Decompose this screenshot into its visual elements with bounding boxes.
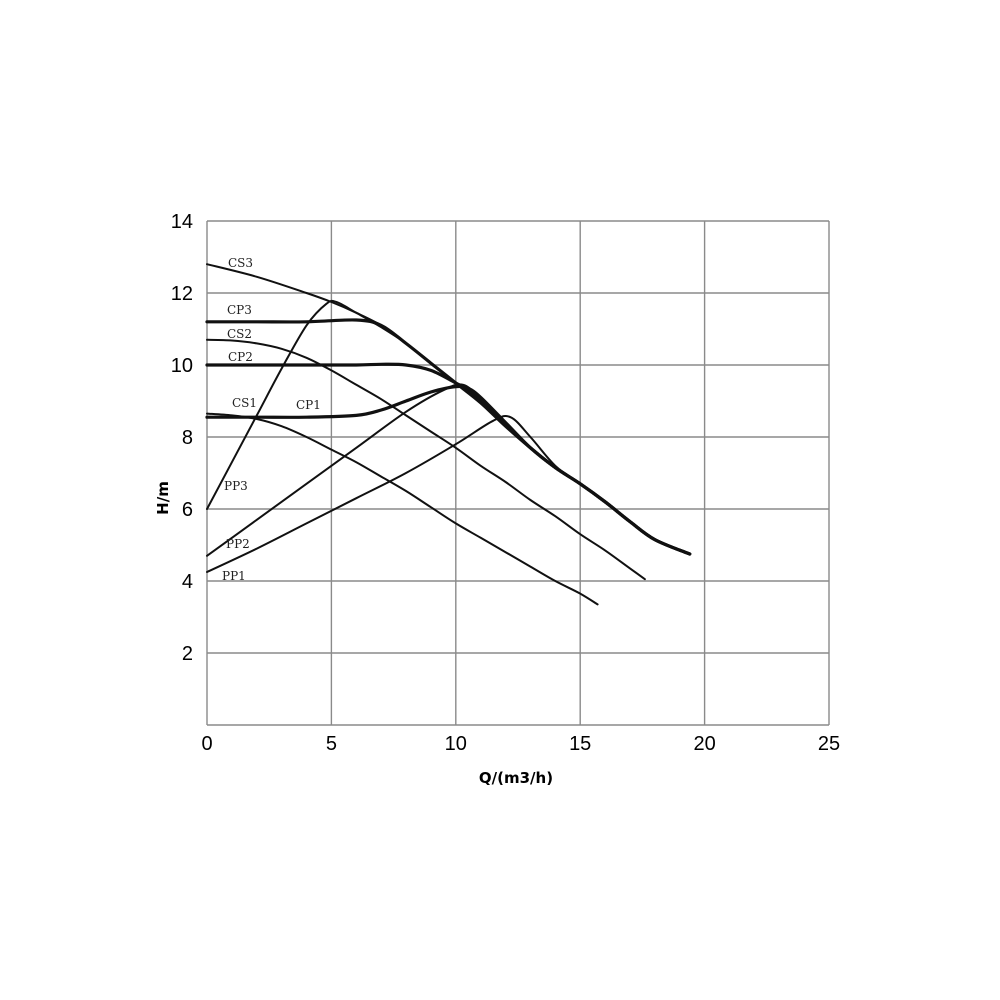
curve-label-cs1: CS1 bbox=[232, 396, 257, 410]
x-tick-label: 10 bbox=[445, 733, 467, 755]
y-tick-label: 4 bbox=[182, 571, 193, 593]
tick-labels: 0 5 10 15 20 25 2 4 6 8 10 12 14 bbox=[171, 211, 840, 755]
series-cp2-line bbox=[205, 362, 692, 556]
curves bbox=[205, 263, 692, 606]
y-tick-label: 2 bbox=[182, 643, 193, 665]
curve-label-cp3: CP3 bbox=[227, 303, 252, 317]
y-tick-label: 10 bbox=[171, 355, 193, 377]
x-axis-label: Q/(m3/h) bbox=[479, 769, 553, 787]
y-axis-label: H/m bbox=[154, 481, 172, 515]
curve-label-pp3: PP3 bbox=[224, 479, 248, 493]
y-tick-label: 12 bbox=[171, 283, 193, 305]
curve-labels: CS3 CP3 CS2 CP2 CS1 CP1 PP3 PP2 PP1 bbox=[222, 256, 321, 583]
y-tick-label: 14 bbox=[171, 211, 193, 233]
curve-label-cp2: CP2 bbox=[228, 350, 253, 364]
curve-label-cs2: CS2 bbox=[227, 327, 252, 341]
y-tick-label: 6 bbox=[182, 499, 193, 521]
series-cs1-line bbox=[206, 412, 599, 606]
series-pp2-line bbox=[206, 383, 691, 557]
x-tick-label: 5 bbox=[326, 733, 337, 755]
series-cs2-line bbox=[206, 338, 646, 581]
curve-label-pp1: PP1 bbox=[222, 569, 246, 583]
series-pp1-line bbox=[206, 414, 691, 573]
grid bbox=[206, 220, 830, 726]
curve-label-cp1: CP1 bbox=[296, 398, 321, 412]
curve-label-pp2: PP2 bbox=[226, 537, 250, 551]
x-tick-label: 20 bbox=[693, 733, 715, 755]
x-tick-label: 15 bbox=[569, 733, 591, 755]
series-pp3-line bbox=[206, 299, 691, 555]
x-tick-label: 25 bbox=[818, 733, 840, 755]
series-cp1-line bbox=[205, 384, 692, 556]
y-tick-label: 8 bbox=[182, 427, 193, 449]
curve-label-cs3: CS3 bbox=[228, 256, 253, 270]
x-tick-label: 0 bbox=[201, 733, 212, 755]
